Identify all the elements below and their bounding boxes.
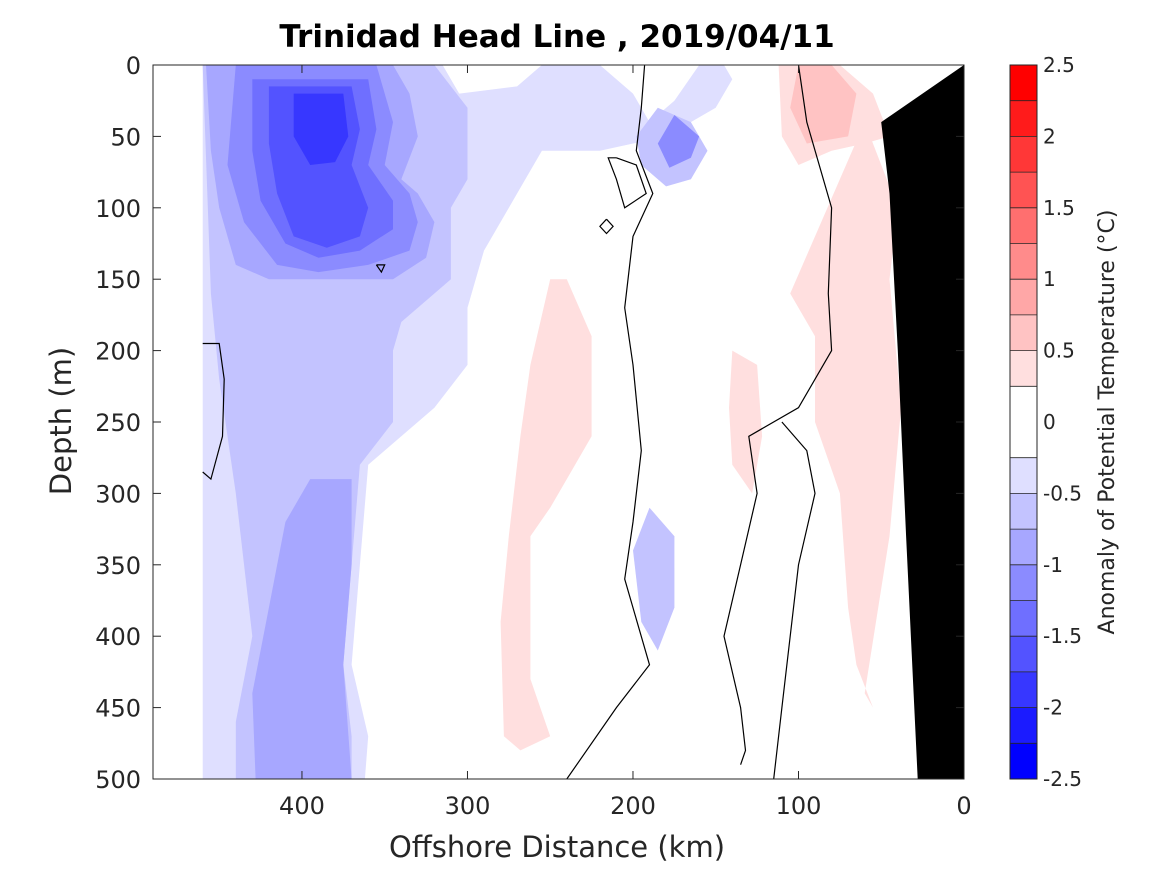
colorbar-swatch-14 bbox=[1010, 600, 1037, 637]
colorbar-swatch-0 bbox=[1010, 65, 1037, 102]
colorbar-swatch-13 bbox=[1010, 564, 1037, 601]
colorbar-swatch-18 bbox=[1010, 743, 1037, 780]
colorbar-tick-label: 0.5 bbox=[1043, 339, 1075, 363]
y-axis-label: Depth (m) bbox=[44, 347, 78, 495]
colorbar-frame bbox=[1009, 64, 1038, 780]
anomaly-region-3 bbox=[633, 507, 675, 651]
colorbar-tick-label: -2.5 bbox=[1043, 767, 1082, 791]
colorbar-swatch-7 bbox=[1010, 314, 1037, 352]
chart-title: Trinidad Head Line , 2019/04/11 bbox=[279, 19, 834, 55]
zero-contour-1 bbox=[375, 264, 386, 274]
colorbar-ticks: 2.5 2 1.5 1 0.5 0 -0.5 -1 -1.5 -2 -2.5 bbox=[1043, 53, 1082, 791]
y-tick-label: 200 bbox=[95, 338, 141, 366]
anomaly-region-14 bbox=[790, 122, 902, 708]
y-tick-label: 250 bbox=[95, 409, 141, 437]
anomaly-region-13 bbox=[729, 350, 763, 494]
colorbar-tick-label: 1 bbox=[1043, 267, 1056, 291]
zero-contour-2 bbox=[607, 157, 647, 209]
zero-contour-6 bbox=[773, 421, 816, 779]
x-tick-label: 200 bbox=[610, 792, 656, 820]
zero-contour-3 bbox=[599, 218, 614, 235]
zero-contours bbox=[202, 65, 919, 779]
y-tick-label: 500 bbox=[95, 766, 141, 794]
colorbar-swatch-12 bbox=[1010, 529, 1037, 566]
colorbar-tick-label: -1 bbox=[1043, 553, 1063, 577]
anomaly-regions bbox=[202, 65, 902, 779]
y-tick-label: 150 bbox=[95, 266, 141, 294]
y-tick-label: 400 bbox=[95, 623, 141, 651]
colorbar-swatch-4 bbox=[1010, 207, 1037, 244]
colorbar-swatch-15 bbox=[1010, 636, 1037, 673]
colorbar-swatch-3 bbox=[1010, 172, 1037, 209]
colorbar-tick-label: -0.5 bbox=[1043, 481, 1082, 505]
colorbar-swatch-9 bbox=[1010, 386, 1037, 459]
y-tick-label: 50 bbox=[110, 123, 141, 151]
y-tick-label: 300 bbox=[95, 480, 141, 508]
zero-contour-0 bbox=[202, 342, 225, 481]
x-axis-label: Offshore Distance (km) bbox=[389, 830, 725, 864]
colorbar-swatch-8 bbox=[1010, 350, 1037, 387]
zero-contour-5 bbox=[723, 65, 833, 765]
colorbar-swatch-16 bbox=[1010, 671, 1037, 709]
x-axis-ticks: 400 300 200 100 0 bbox=[279, 65, 972, 820]
y-tick-label: 0 bbox=[126, 52, 141, 80]
colorbar-tick-label: 0 bbox=[1043, 410, 1056, 434]
x-tick-label: 400 bbox=[279, 792, 325, 820]
colorbar-swatch-2 bbox=[1010, 136, 1037, 173]
anomaly-region-12 bbox=[500, 279, 592, 751]
colorbar-swatch-5 bbox=[1010, 243, 1037, 280]
anomaly-region-10 bbox=[293, 93, 349, 165]
colorbar-tick-label: 2.5 bbox=[1043, 53, 1075, 77]
y-axis-ticks: 0 50 100 150 200 250 300 350 400 450 500 bbox=[95, 52, 964, 794]
colorbar-swatch-10 bbox=[1010, 457, 1037, 494]
anomaly-region-7 bbox=[657, 115, 700, 168]
anomaly-region-5 bbox=[252, 479, 352, 779]
land-shape bbox=[881, 65, 964, 779]
colorbar-tick-label: -1.5 bbox=[1043, 624, 1082, 648]
y-tick-label: 350 bbox=[95, 552, 141, 580]
x-tick-label: 100 bbox=[776, 792, 822, 820]
colorbar-tick-label: 1.5 bbox=[1043, 196, 1075, 220]
x-tick-label: 0 bbox=[956, 792, 971, 820]
x-tick-label: 300 bbox=[445, 792, 491, 820]
colorbar-tick-label: 2 bbox=[1043, 124, 1056, 148]
colorbar-label: Anomaly of Potential Temperature (°C) bbox=[1095, 210, 1120, 635]
colorbar-swatch-6 bbox=[1010, 279, 1037, 316]
colorbar-tick-label: -2 bbox=[1043, 696, 1063, 720]
colorbar bbox=[1010, 64, 1037, 780]
colorbar-swatch-17 bbox=[1010, 707, 1037, 744]
zero-contour-4 bbox=[566, 65, 654, 779]
y-tick-label: 100 bbox=[95, 195, 141, 223]
y-tick-label: 450 bbox=[95, 695, 141, 723]
land-mask bbox=[881, 65, 964, 779]
colorbar-swatch-1 bbox=[1010, 100, 1037, 137]
colorbar-swatch-11 bbox=[1010, 493, 1037, 530]
